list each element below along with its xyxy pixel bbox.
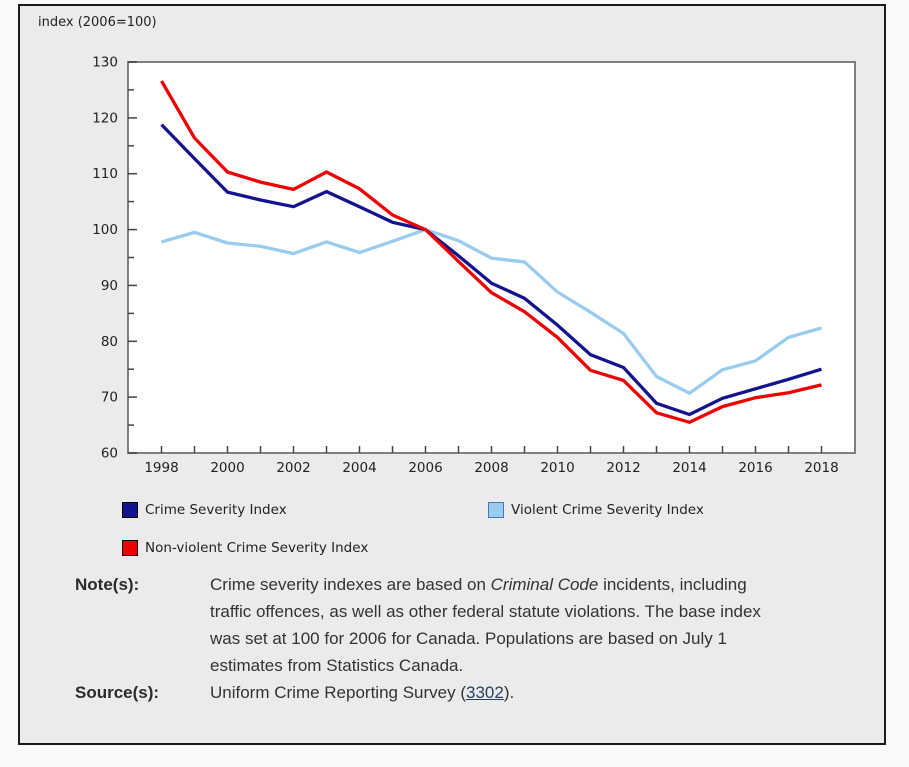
x-tick-label: 2010	[540, 460, 574, 476]
legend-item-non-violent-crime-severity-index: Non-violent Crime Severity Index	[122, 540, 368, 556]
legend-label-non-violent-crime-severity-index: Non-violent Crime Severity Index	[145, 540, 369, 556]
legend-swatch-non-violent-crime-severity-index	[122, 540, 138, 556]
notes-label: Note(s):	[75, 575, 140, 594]
legend-swatch-crime-severity-index	[122, 502, 138, 518]
x-tick-label: 2016	[738, 460, 772, 476]
figure-metadata: Note(s): Crime severity indexes are base…	[75, 571, 855, 706]
non-violent-crime-severity-index-line	[160, 80, 822, 425]
legend-item-violent-crime-severity-index: Violent Crime Severity Index	[488, 502, 704, 518]
crime-severity-index-line	[160, 123, 822, 417]
legend-item-crime-severity-index: Crime Severity Index	[122, 502, 287, 518]
source-row: Source(s): Uniform Crime Reporting Surve…	[75, 679, 855, 706]
source-text-part2: ).	[503, 683, 515, 702]
legend-label-crime-severity-index: Crime Severity Index	[145, 502, 287, 518]
x-tick-label: 2002	[276, 460, 310, 476]
chart-figure-frame: index (2006=100) 60 70 80 90 100 110 120 130 199…	[18, 4, 886, 745]
crime-severity-line-chart: 60 70 80 90 100 110 120 130 1998 2000 2002 2004 2006…	[92, 55, 856, 476]
source-label: Source(s):	[75, 683, 160, 702]
y-tick-label: 60	[101, 446, 118, 462]
source-text-part1: Uniform Crime Reporting Survey (	[210, 683, 467, 702]
axis-unit-label: index (2006=100)	[38, 15, 157, 30]
y-tick-label: 80	[101, 334, 118, 350]
x-tick-label: 2000	[210, 460, 244, 476]
x-tick-label: 1998	[144, 460, 178, 476]
notes-row: Note(s): Crime severity indexes are base…	[75, 571, 855, 679]
y-tick-label: 70	[101, 390, 118, 406]
x-tick-label: 2012	[606, 460, 640, 476]
y-tick-label: 130	[92, 55, 118, 71]
notes-text-part1: Crime severity indexes are based on	[210, 575, 491, 594]
y-tick-label: 90	[101, 278, 118, 294]
notes-text: Crime severity indexes are based on Crim…	[210, 571, 762, 679]
x-tick-label: 2004	[342, 460, 376, 476]
y-tick-label: 100	[92, 222, 118, 238]
legend-swatch-violent-crime-severity-index	[488, 502, 504, 518]
notes-text-italic: Criminal Code	[490, 575, 599, 594]
x-tick-label: 2006	[408, 460, 442, 476]
y-tick-label: 120	[92, 110, 118, 126]
x-tick-label: 2008	[474, 460, 508, 476]
source-text: Uniform Crime Reporting Survey (3302).	[210, 679, 762, 706]
source-link-3302[interactable]: 3302	[466, 683, 504, 702]
legend-label-violent-crime-severity-index: Violent Crime Severity Index	[511, 502, 704, 518]
y-tick-label: 110	[92, 166, 118, 182]
violent-crime-severity-index-line	[161, 227, 822, 396]
x-tick-label: 2018	[804, 460, 838, 476]
notes-text-part2: incidents, including traffic offences, a…	[210, 575, 761, 675]
x-tick-label: 2014	[672, 460, 706, 476]
